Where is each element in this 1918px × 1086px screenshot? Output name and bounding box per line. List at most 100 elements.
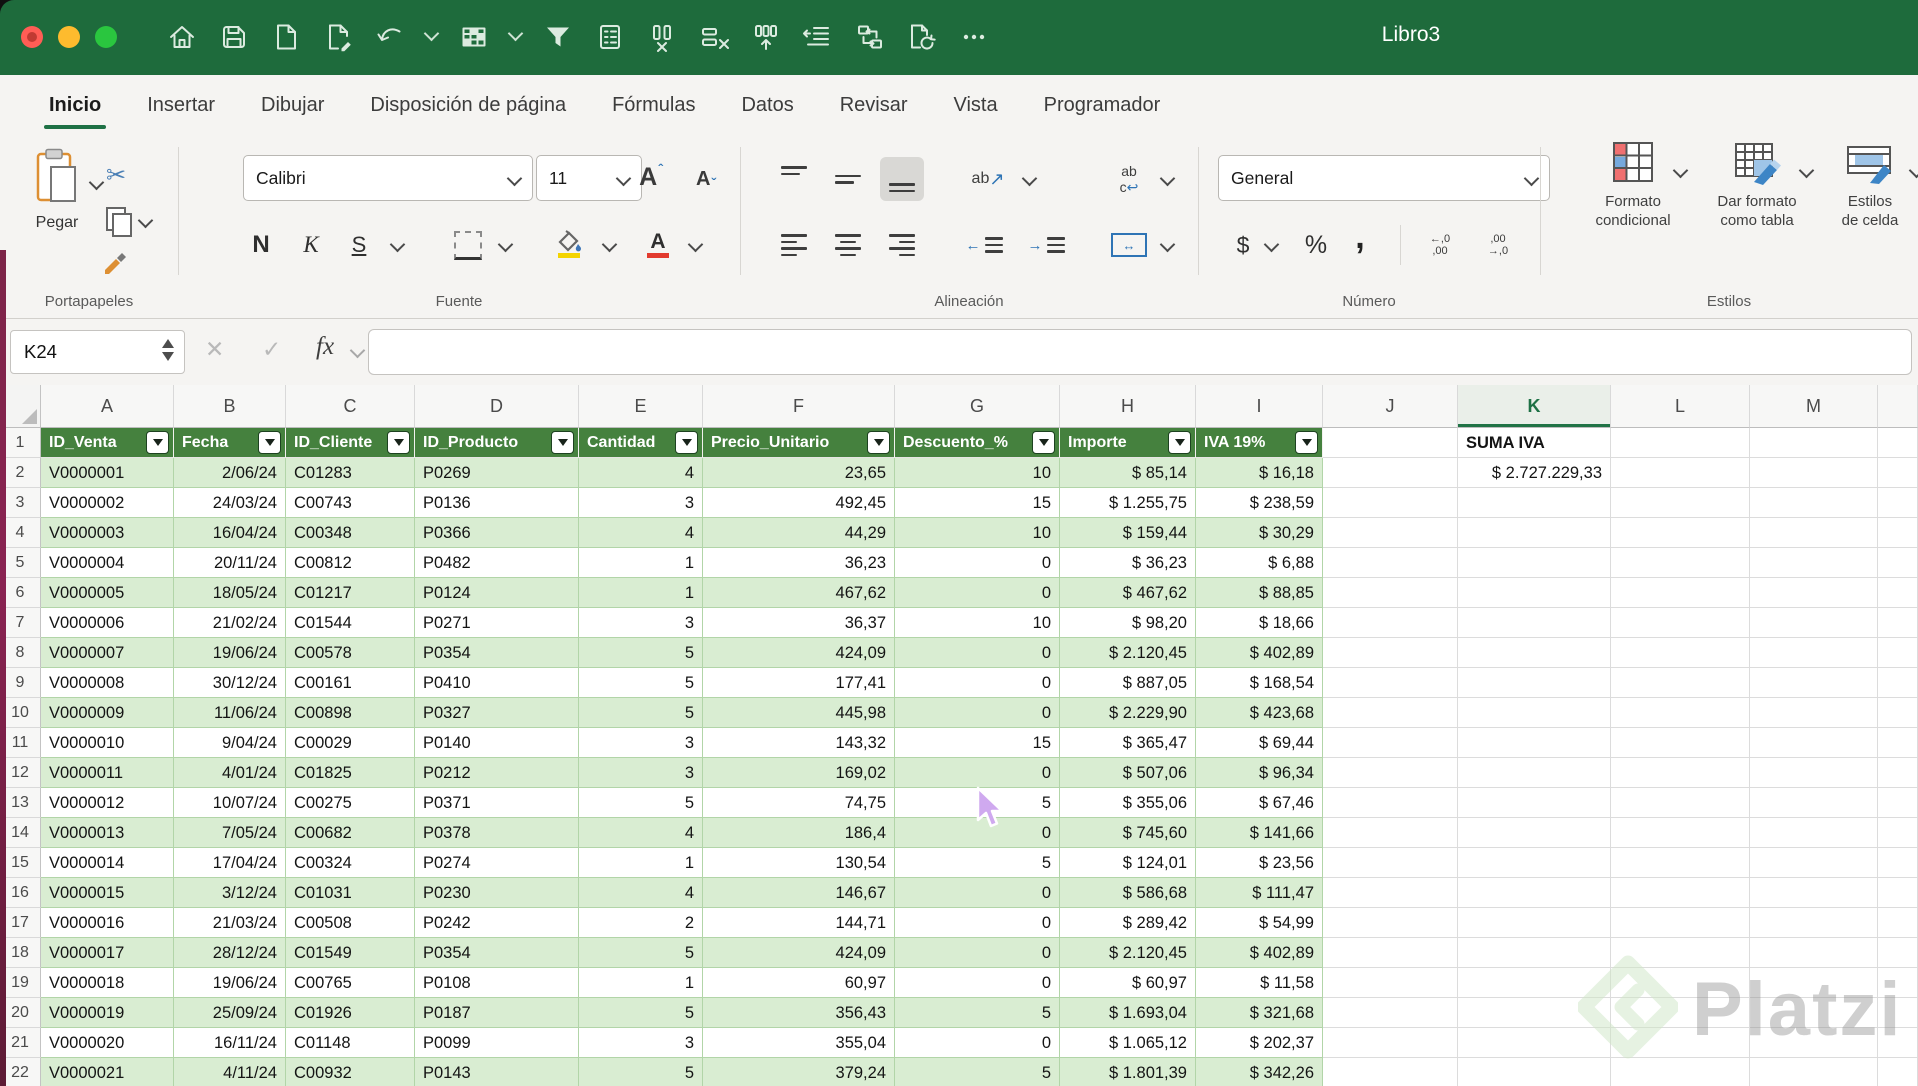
cell[interactable] [1323,518,1458,548]
cell[interactable]: V0000019 [41,998,174,1028]
align-left-button[interactable] [772,223,816,267]
cell[interactable]: $ 355,06 [1060,788,1196,818]
cell[interactable] [1750,998,1878,1028]
filter-button[interactable] [146,431,169,454]
cell[interactable]: P0410 [415,668,579,698]
paste-transpose-icon[interactable] [854,21,885,52]
cell[interactable]: $ 11,58 [1196,968,1323,998]
cell[interactable]: P0124 [415,578,579,608]
cell[interactable]: 0 [895,938,1060,968]
cell[interactable]: 4 [579,878,703,908]
cell[interactable] [1750,458,1878,488]
cell[interactable]: P0366 [415,518,579,548]
row-header-3[interactable]: 3 [0,488,41,518]
column-header-D[interactable]: D [415,385,579,428]
cell[interactable]: 0 [895,968,1060,998]
cell[interactable]: $ 36,23 [1060,548,1196,578]
delete-row-icon[interactable] [698,21,729,52]
cell[interactable] [1878,1028,1918,1058]
format-as-table-button[interactable]: Dar formato como tabla [1698,137,1816,230]
cell[interactable]: 0 [895,818,1060,848]
decrease-indent-icon[interactable] [802,21,833,52]
cell[interactable] [1611,698,1750,728]
cell[interactable] [1611,908,1750,938]
chevron-down-icon[interactable] [497,236,514,253]
cell[interactable] [1611,998,1750,1028]
table-header-cell[interactable]: ID_Venta [41,428,174,458]
cell[interactable]: 4 [579,818,703,848]
chevron-down-icon[interactable] [423,25,440,42]
cell[interactable]: C00029 [286,728,415,758]
cell[interactable]: 4/11/24 [174,1058,286,1086]
cell[interactable]: C00275 [286,788,415,818]
cell[interactable] [1323,1028,1458,1058]
cell[interactable] [1611,968,1750,998]
cell-suma-iva-value[interactable]: $ 2.727.229,33 [1458,458,1611,488]
cell[interactable] [1611,758,1750,788]
font-color-button[interactable]: A [638,221,678,267]
column-header-A[interactable]: A [41,385,174,428]
cell[interactable]: 10 [895,608,1060,638]
formula-input[interactable] [368,329,1912,375]
cell[interactable]: V0000008 [41,668,174,698]
cell[interactable]: 4 [579,458,703,488]
cell[interactable]: P0108 [415,968,579,998]
cut-button[interactable]: ✂ [98,157,134,193]
cell[interactable]: V0000015 [41,878,174,908]
cell[interactable] [1611,938,1750,968]
cell[interactable]: 24/03/24 [174,488,286,518]
cell[interactable]: 2/06/24 [174,458,286,488]
cell[interactable]: $ 423,68 [1196,698,1323,728]
italic-button[interactable]: K [292,223,330,267]
cell[interactable]: 18/05/24 [174,578,286,608]
cell[interactable]: 379,24 [703,1058,895,1086]
cell[interactable]: 5 [895,1058,1060,1086]
cell[interactable] [1458,788,1611,818]
cell[interactable]: 5 [579,1058,703,1086]
cell[interactable]: 16/04/24 [174,518,286,548]
cell[interactable]: C00348 [286,518,415,548]
cell[interactable] [1323,848,1458,878]
cell-suma-iva-label[interactable]: SUMA IVA [1458,428,1611,458]
cell[interactable]: $ 30,29 [1196,518,1323,548]
cell[interactable]: 23,65 [703,458,895,488]
undo-icon[interactable] [374,21,405,52]
column-header-J[interactable]: J [1323,385,1458,428]
orientation-button[interactable]: ab ↗ [962,157,1014,201]
cell[interactable] [1323,818,1458,848]
table-header-cell[interactable]: ID_Producto [415,428,579,458]
tab-programador[interactable]: Programador [1043,94,1161,116]
cell[interactable]: V0000016 [41,908,174,938]
tab-dibujar[interactable]: Dibujar [261,94,325,116]
row-header-17[interactable]: 17 [0,908,41,938]
column-header-I[interactable]: I [1196,385,1323,428]
cell[interactable]: P0371 [415,788,579,818]
cell[interactable]: 0 [895,668,1060,698]
cell[interactable]: 5 [579,668,703,698]
filter-button[interactable] [387,431,410,454]
cell[interactable] [1750,908,1878,938]
cell[interactable] [1458,1028,1611,1058]
table-header-cell[interactable]: Fecha [174,428,286,458]
align-center-button[interactable] [826,223,870,267]
form-icon[interactable] [594,21,625,52]
delete-column-icon[interactable] [646,21,677,52]
cell[interactable]: 5 [579,938,703,968]
cell[interactable]: 0 [895,698,1060,728]
cell[interactable]: P0327 [415,698,579,728]
cell[interactable]: 0 [895,1028,1060,1058]
cell[interactable]: 36,37 [703,608,895,638]
cell[interactable] [1611,818,1750,848]
cell[interactable]: P0271 [415,608,579,638]
cell[interactable] [1458,848,1611,878]
cell[interactable] [1458,968,1611,998]
cell[interactable]: V0000001 [41,458,174,488]
row-header-9[interactable]: 9 [0,668,41,698]
cell[interactable]: P0230 [415,878,579,908]
cell[interactable]: C00765 [286,968,415,998]
decrease-decimal-button[interactable]: ←,0 ,00 [1416,225,1464,265]
row-header-20[interactable]: 20 [0,998,41,1028]
close-window-button[interactable] [21,26,43,48]
cell[interactable]: 74,75 [703,788,895,818]
cell[interactable]: $ 168,54 [1196,668,1323,698]
